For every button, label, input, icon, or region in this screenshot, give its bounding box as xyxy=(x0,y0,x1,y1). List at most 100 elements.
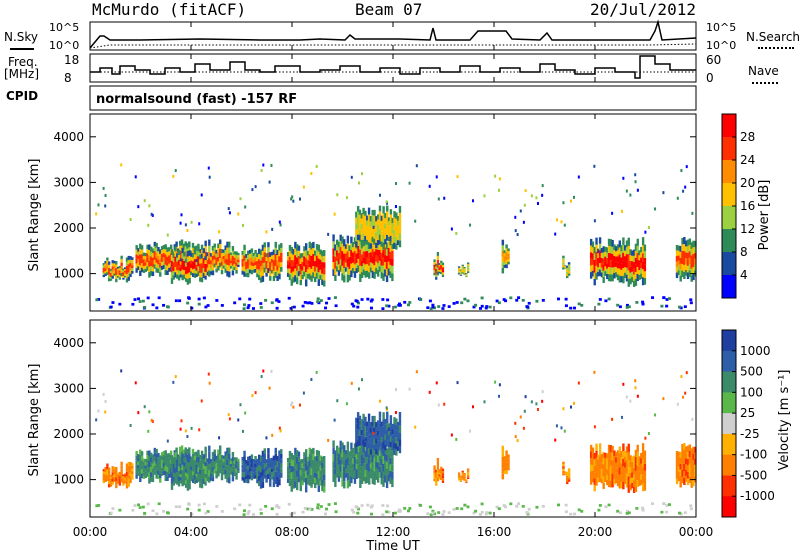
echo-cell xyxy=(683,271,686,279)
echo-cell xyxy=(137,259,140,263)
ground-scatter-cell xyxy=(206,510,210,513)
echo-cell xyxy=(366,441,369,446)
echo-cell xyxy=(616,250,620,257)
echo-cell xyxy=(186,279,190,285)
echo-cell xyxy=(343,459,346,467)
scatter-point xyxy=(95,418,98,422)
echo-cell xyxy=(686,478,690,486)
echo-cell xyxy=(192,253,195,258)
echo-cell xyxy=(122,478,125,481)
echo-cell xyxy=(233,254,236,258)
echo-cell xyxy=(433,264,436,268)
echo-cell xyxy=(113,263,116,266)
ground-scatter-cell xyxy=(233,301,237,305)
echo-cell xyxy=(436,473,440,478)
echo-cell xyxy=(304,449,308,457)
echo-cell xyxy=(395,443,398,450)
echo-cell xyxy=(597,459,600,464)
echo-cell xyxy=(615,256,618,262)
echo-cell xyxy=(104,260,107,264)
echo-cell xyxy=(295,277,299,285)
echo-cell xyxy=(113,260,116,264)
echo-cell xyxy=(684,269,688,276)
ground-scatter-cell xyxy=(133,504,137,507)
echo-cell xyxy=(384,218,387,224)
echo-cell xyxy=(155,252,158,258)
echo-cell xyxy=(355,263,358,269)
echo-cell xyxy=(565,473,569,476)
echo-cell xyxy=(294,481,297,488)
echo-cell xyxy=(159,267,162,273)
echo-cell xyxy=(204,457,207,464)
echo-cell xyxy=(463,270,466,273)
ground-scatter-cell xyxy=(604,505,608,509)
echo-cell xyxy=(457,269,461,271)
echo-cell xyxy=(343,481,346,489)
echo-cell xyxy=(217,252,220,257)
echo-cell xyxy=(131,259,134,263)
echo-cell xyxy=(595,457,598,465)
echo-cell xyxy=(598,243,602,251)
echo-cell xyxy=(193,249,197,255)
echo-cell xyxy=(627,270,630,279)
echo-cell xyxy=(220,253,224,258)
echo-cell xyxy=(611,445,614,453)
echo-cell xyxy=(102,473,106,477)
echo-cell xyxy=(146,262,149,267)
echo-cell xyxy=(220,257,224,262)
echo-cell xyxy=(224,460,227,466)
echo-cell xyxy=(122,480,125,482)
echo-cell xyxy=(197,452,200,458)
echo-cell xyxy=(280,252,283,258)
echo-cell xyxy=(213,251,216,256)
echo-cell xyxy=(364,225,367,231)
echo-cell xyxy=(184,462,187,468)
echo-cell xyxy=(263,242,266,248)
ground-scatter-cell xyxy=(141,299,145,303)
echo-cell xyxy=(593,459,596,466)
echo-cell xyxy=(160,250,164,255)
echo-cell xyxy=(623,462,627,468)
ground-scatter-cell xyxy=(259,302,263,305)
echo-cell xyxy=(373,251,376,259)
echo-cell xyxy=(636,479,639,488)
echo-cell xyxy=(111,475,114,479)
echo-cell xyxy=(170,254,174,261)
echo-cell xyxy=(378,217,382,223)
echo-cell xyxy=(367,434,371,442)
echo-cell xyxy=(195,467,198,471)
echo-cell xyxy=(159,249,162,254)
echo-cell xyxy=(208,476,211,483)
echo-cell xyxy=(341,449,344,458)
echo-cell xyxy=(638,480,641,486)
echo-cell xyxy=(459,476,463,478)
echo-cell xyxy=(389,457,392,465)
echo-cell xyxy=(211,451,215,457)
echo-cell xyxy=(116,275,120,278)
echo-cell xyxy=(174,256,177,262)
echo-cell xyxy=(398,226,402,234)
scatter-point xyxy=(102,392,105,396)
echo-cell xyxy=(391,273,394,282)
echo-cell xyxy=(378,260,382,267)
echo-cell xyxy=(274,271,277,278)
echo-cell xyxy=(616,474,620,481)
echo-cell xyxy=(609,274,613,282)
scatter-point xyxy=(184,223,187,227)
echo-cell xyxy=(366,264,369,271)
echo-cell xyxy=(111,269,114,273)
echo-cell xyxy=(694,470,697,477)
echo-cell xyxy=(256,269,259,274)
echo-cell xyxy=(254,459,257,464)
echo-cell xyxy=(441,267,445,270)
ground-scatter-cell xyxy=(319,505,323,508)
echo-cell xyxy=(294,268,297,276)
echo-cell xyxy=(217,471,220,477)
echo-cell xyxy=(125,265,129,270)
echo-cell xyxy=(323,268,326,275)
echo-cell xyxy=(116,474,120,477)
echo-cell xyxy=(127,264,130,269)
echo-cell xyxy=(623,451,627,457)
echo-cell xyxy=(641,459,645,468)
echo-cell xyxy=(258,269,261,275)
